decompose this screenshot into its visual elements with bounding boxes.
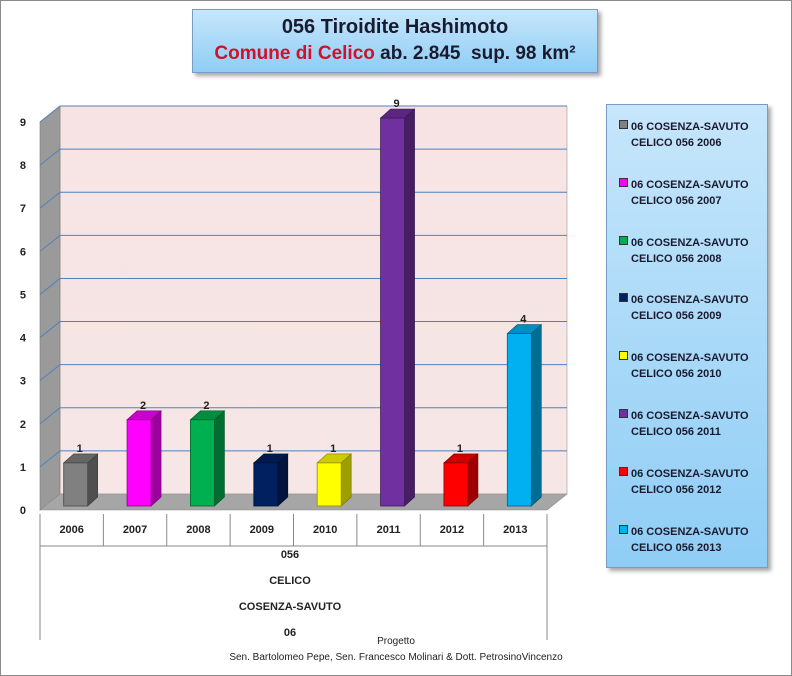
subtitle-superficie: sup. 98 km²	[471, 43, 576, 64]
bar-2006	[63, 462, 89, 507]
gridline-side	[39, 105, 61, 123]
x-tick-label-2006: 2006	[59, 524, 83, 536]
legend-label-line2: CELICO 056 2012	[631, 483, 722, 496]
legend-swatch	[619, 235, 628, 245]
y-tick-label: 3	[20, 376, 26, 388]
x-tick-label-2007: 2007	[123, 524, 147, 536]
chart-title: 056 Tiroidite Hashimoto	[281, 16, 509, 38]
legend-item-2009: 06 COSENZA-SAVUTO CELICO 056 2009	[619, 292, 749, 324]
group-label: 056	[281, 549, 299, 561]
legend-label-line2: CELICO 056 2008	[631, 252, 722, 265]
legend-item-2013: 06 COSENZA-SAVUTO CELICO 056 2013	[619, 524, 749, 556]
gridline-side	[39, 148, 61, 166]
bar-2009	[253, 462, 279, 507]
legend-item-2010: 06 COSENZA-SAVUTO CELICO 056 2010	[619, 350, 749, 382]
y-tick-label: 0	[20, 505, 26, 517]
legend-item-2011: 06 COSENZA-SAVUTO CELICO 056 2011	[619, 408, 749, 440]
legend-swatch	[619, 177, 628, 187]
data-label-2007: 2	[140, 400, 146, 412]
legend-label-line1: 06 COSENZA-SAVUTO	[631, 525, 749, 538]
legend-label-line1: 06 COSENZA-SAVUTO	[631, 352, 749, 365]
legend-label-line2: CELICO 056 2006	[631, 137, 722, 149]
bar-side-2011	[404, 108, 415, 507]
data-label-2011: 9	[394, 98, 400, 110]
group-label: 06	[284, 627, 296, 639]
bar-2011	[380, 117, 405, 507]
legend-item-2006: 06 COSENZA-SAVUTO CELICO 056 2006	[619, 119, 749, 151]
legend-label-line1: 06 COSENZA-SAVUTO	[631, 178, 749, 191]
bar-2010	[316, 462, 342, 507]
legend-label-line1: 06 COSENZA-SAVUTO	[631, 467, 749, 480]
gridline-side	[39, 191, 61, 209]
y-tick-label: 8	[20, 160, 26, 172]
y-tick-label: 2	[20, 419, 26, 431]
legend-label-line2: CELICO 056 2013	[631, 541, 722, 554]
legend-label-line1: 06 COSENZA-SAVUTO	[631, 294, 749, 307]
chart-legend: 06 COSENZA-SAVUTO CELICO 056 2006 06 COSEN…	[606, 104, 768, 568]
y-tick-label: 1	[20, 462, 26, 474]
x-tick-label-2011: 2011	[377, 524, 401, 536]
legend-label-line2: CELICO 056 2010	[631, 368, 722, 381]
footer-line-1: Progetto	[377, 636, 415, 647]
legend-item-2008: 06 COSENZA-SAVUTO CELICO 056 2008	[619, 235, 749, 267]
bar-side-2007	[150, 410, 162, 507]
legend-swatch	[619, 466, 628, 476]
bar-side-2013	[531, 323, 542, 507]
legend-label-line1: 06 COSENZA-SAVUTO	[631, 236, 749, 249]
data-label-2012: 1	[457, 443, 463, 455]
legend-item-2007: 06 COSENZA-SAVUTO CELICO 056 2007	[619, 177, 749, 209]
bar-side-2008	[214, 410, 225, 507]
group-label: CELICO	[269, 575, 311, 587]
legend-swatch	[619, 409, 628, 418]
subtitle-comune: Comune di Celico	[214, 43, 375, 64]
gridline-side	[39, 321, 61, 338]
gridline-side	[39, 364, 61, 382]
legend-swatch	[619, 524, 628, 534]
legend-item-2012: 06 COSENZA-SAVUTO CELICO 056 2012	[619, 466, 749, 498]
y-tick-label: 9	[20, 117, 26, 129]
legend-label-line2: CELICO 056 2011	[631, 426, 721, 438]
x-tick-label-2010: 2010	[313, 524, 337, 536]
y-tick-label: 5	[20, 289, 26, 301]
data-label-2008: 2	[203, 400, 209, 412]
legend-label-line2: CELICO 056 2009	[631, 310, 722, 323]
legend-label-line1: 06 COSENZA-SAVUTO	[631, 121, 749, 133]
title-box: 056 Tiroidite Hashimoto Comune di Celico…	[192, 9, 598, 73]
gridline-side	[39, 407, 61, 425]
legend-label-line2: CELICO 056 2007	[631, 194, 722, 207]
chart-subtitle: Comune di Celico ab. 2.845 sup. 98 km²	[193, 43, 597, 65]
legend-label-line1: 06 COSENZA-SAVUTO	[631, 410, 749, 422]
footer-line-2: Sen. Bartolomeo Pepe, Sen. Francesco Mol…	[229, 652, 563, 663]
data-label-2009: 1	[267, 443, 273, 455]
x-tick-label-2013: 2013	[503, 524, 527, 536]
side-wall	[39, 105, 61, 511]
y-tick-label: 7	[20, 203, 26, 215]
bar-2013	[506, 333, 532, 507]
x-tick-label-2012: 2012	[440, 524, 464, 536]
group-label: COSENZA-SAVUTO	[239, 601, 342, 613]
floor	[39, 493, 568, 511]
data-label-2013: 4	[520, 314, 527, 326]
bar-2008	[190, 419, 215, 507]
x-tick-label-2008: 2008	[186, 524, 210, 536]
bar-2012	[443, 462, 469, 507]
data-label-2010: 1	[330, 443, 336, 455]
gridline-side	[39, 450, 61, 468]
gridline-side	[39, 234, 61, 252]
y-tick-label: 4	[20, 333, 27, 345]
legend-swatch	[619, 293, 628, 303]
bar-2007	[126, 419, 152, 507]
data-label-2006: 1	[77, 443, 83, 455]
gridline-side	[39, 278, 61, 295]
subtitle-abitanti: ab. 2.845	[380, 43, 461, 64]
legend-swatch	[619, 120, 628, 129]
x-tick-label-2009: 2009	[250, 524, 274, 536]
legend-swatch	[619, 351, 628, 361]
y-tick-label: 6	[20, 246, 26, 258]
